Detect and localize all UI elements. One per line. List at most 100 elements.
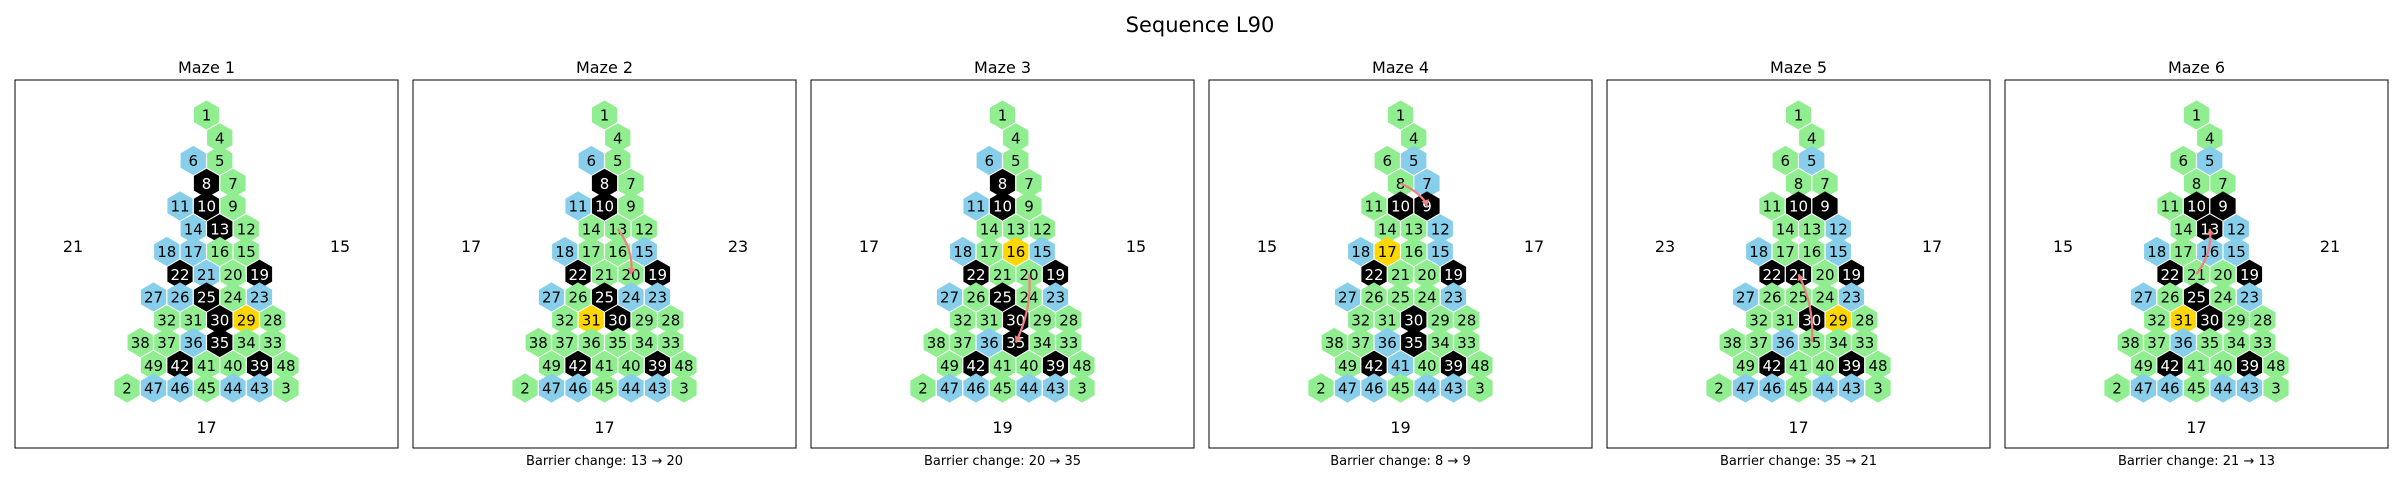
hex-label: 12 bbox=[1431, 220, 1450, 238]
hex-shape bbox=[1759, 259, 1785, 289]
hex-shape bbox=[1838, 350, 1865, 380]
hex-shape bbox=[976, 327, 1002, 358]
hex-shape bbox=[950, 327, 976, 358]
hex-cell: 47 bbox=[2130, 373, 2157, 403]
hex-label: 49 bbox=[1736, 357, 1755, 375]
hex-shape bbox=[1865, 350, 1891, 380]
hex-cell: 1 bbox=[193, 100, 220, 130]
hex-label: 7 bbox=[1024, 175, 1034, 193]
hex-cell: 23 bbox=[1440, 282, 1467, 312]
hex-shape bbox=[950, 305, 976, 335]
maze-title: Maze 4 bbox=[1372, 58, 1429, 77]
hex-label: 39 bbox=[2240, 357, 2259, 375]
hex-shape bbox=[1825, 236, 1851, 267]
hex-cell: 2 bbox=[2104, 373, 2130, 403]
hex-cell: 6 bbox=[2170, 145, 2196, 176]
hex-label: 37 bbox=[157, 334, 176, 352]
hex-shape bbox=[1003, 214, 1029, 244]
hex-label: 29 bbox=[635, 311, 654, 329]
hex-shape bbox=[591, 100, 618, 130]
hex-label: 4 bbox=[613, 129, 623, 147]
hex-shape bbox=[2170, 145, 2196, 176]
hex-shape bbox=[2210, 350, 2236, 380]
hex-shape bbox=[1440, 373, 1467, 403]
hex-label: 39 bbox=[1444, 357, 1463, 375]
hex-shape bbox=[1334, 373, 1361, 403]
hex-shape bbox=[1348, 305, 1374, 335]
hex-cell: 40 bbox=[2210, 350, 2236, 380]
hex-label: 45 bbox=[197, 380, 216, 398]
hex-shape bbox=[2210, 168, 2236, 198]
hex-cell: 13 bbox=[1003, 214, 1029, 244]
hex-cell: 24 bbox=[618, 282, 644, 312]
hex-shape bbox=[2170, 327, 2196, 358]
hex-cell: 33 bbox=[1454, 327, 1480, 358]
hex-cell: 45 bbox=[1387, 373, 1414, 403]
hex-cell: 20 bbox=[220, 259, 246, 289]
hex-label: 36 bbox=[980, 334, 999, 352]
hex-label: 22 bbox=[1364, 266, 1383, 284]
barrier-change-caption: Barrier change: 35 → 21 bbox=[1720, 454, 1877, 469]
hex-shape bbox=[1825, 214, 1851, 244]
hex-label: 28 bbox=[1059, 311, 1078, 329]
hex-shape bbox=[220, 168, 246, 198]
hex-label: 4 bbox=[2205, 129, 2215, 147]
hex-label: 48 bbox=[674, 357, 693, 375]
hex-cell: 10 bbox=[1785, 191, 1812, 221]
hex-cell: 5 bbox=[207, 145, 233, 176]
hex-cell: 8 bbox=[193, 168, 220, 198]
hex-label: 9 bbox=[1820, 198, 1830, 216]
hex-cell: 35 bbox=[207, 327, 233, 358]
hex-cell: 43 bbox=[1838, 373, 1865, 403]
hex-label: 11 bbox=[1364, 198, 1383, 216]
hex-cell: 4 bbox=[1799, 123, 1825, 153]
hex-label: 18 bbox=[2147, 243, 2166, 261]
hex-label: 19 bbox=[1842, 266, 1861, 284]
hex-cell: 19 bbox=[644, 259, 671, 289]
hex-shape bbox=[246, 282, 273, 312]
hex-shape bbox=[1440, 259, 1467, 289]
hex-label: 21 bbox=[2187, 266, 2206, 284]
hex-shape bbox=[631, 236, 657, 267]
hex-cell: 17 bbox=[976, 236, 1002, 267]
hex-shape bbox=[1772, 305, 1798, 335]
left-value: 17 bbox=[859, 237, 879, 256]
hex-cell: 5 bbox=[1799, 145, 1825, 176]
hex-shape bbox=[2157, 259, 2183, 289]
hex-label: 3 bbox=[679, 380, 689, 398]
hex-shape bbox=[180, 305, 206, 335]
hex-label: 46 bbox=[2160, 380, 2179, 398]
hex-label: 30 bbox=[1006, 311, 1025, 329]
hex-cell: 48 bbox=[1069, 350, 1095, 380]
hex-label: 34 bbox=[2227, 334, 2246, 352]
hex-cell: 41 bbox=[2183, 350, 2210, 380]
hex-cell: 9 bbox=[618, 191, 644, 221]
maze-title: Maze 3 bbox=[974, 58, 1031, 77]
hex-cell: 23 bbox=[246, 282, 273, 312]
hex-shape bbox=[1321, 327, 1347, 358]
hex-shape bbox=[1029, 236, 1055, 267]
hex-label: 45 bbox=[1391, 380, 1410, 398]
hex-label: 27 bbox=[1338, 289, 1357, 307]
hex-label: 41 bbox=[993, 357, 1012, 375]
hex-shape bbox=[1732, 282, 1759, 312]
hex-cell: 1 bbox=[2183, 100, 2210, 130]
hex-shape bbox=[1401, 236, 1427, 267]
hex-label: 19 bbox=[250, 266, 269, 284]
hex-cell: 45 bbox=[989, 373, 1016, 403]
hex-label: 9 bbox=[1024, 198, 1034, 216]
hex-shape bbox=[578, 145, 604, 176]
hex-cell: 41 bbox=[1387, 350, 1414, 380]
hex-cell: 22 bbox=[565, 259, 591, 289]
hex-shape bbox=[180, 214, 206, 244]
hex-label: 8 bbox=[998, 175, 1008, 193]
hex-cell: 26 bbox=[167, 282, 193, 312]
hex-cell: 32 bbox=[950, 305, 976, 335]
hex-cell: 27 bbox=[1732, 282, 1759, 312]
hex-cell: 21 bbox=[989, 259, 1016, 289]
hex-label: 34 bbox=[237, 334, 256, 352]
hex-label: 44 bbox=[621, 380, 640, 398]
hex-cell: 6 bbox=[180, 145, 206, 176]
hex-label: 38 bbox=[2121, 334, 2140, 352]
hex-cell: 17 bbox=[1772, 236, 1798, 267]
